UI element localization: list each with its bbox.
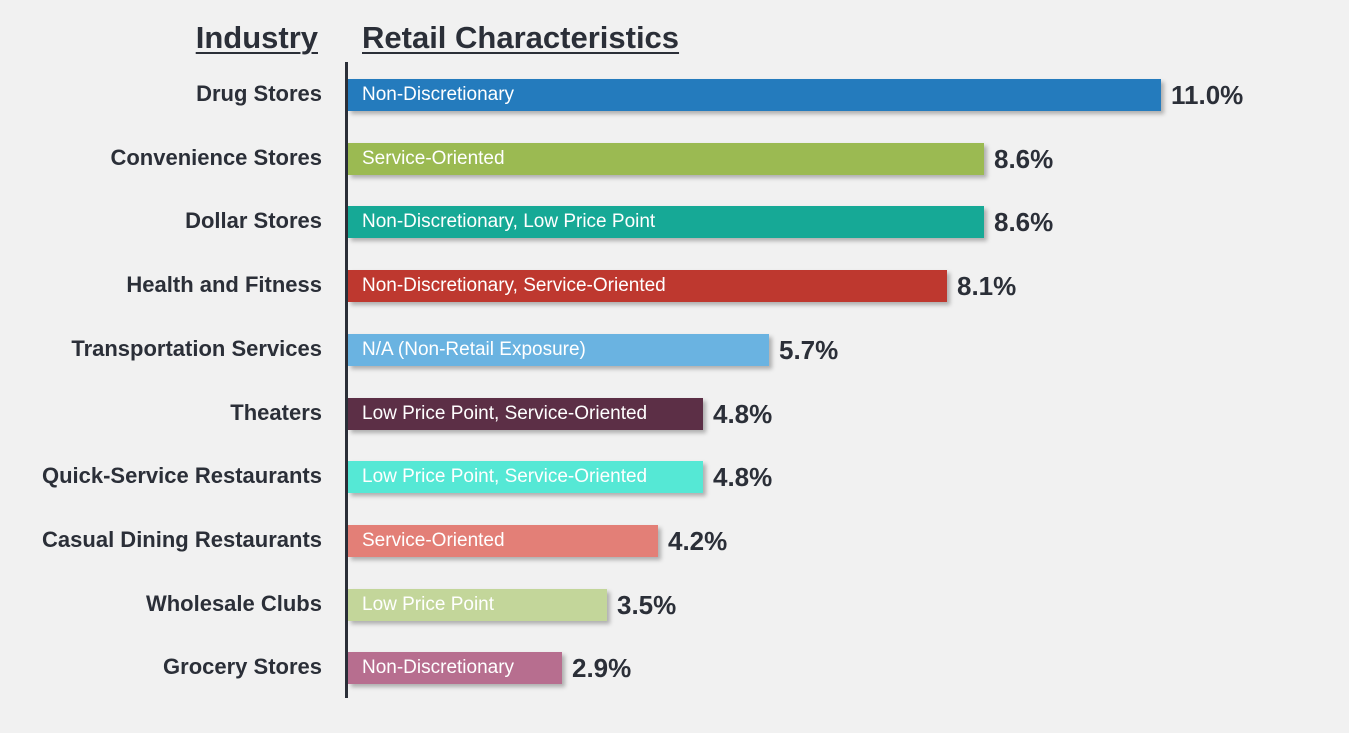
- value-label-transportation-services: 5.7%: [779, 335, 839, 365]
- category-label-dollar-stores: Dollar Stores: [185, 208, 322, 233]
- category-axis-line: [345, 62, 348, 698]
- value-label-quick-service-restaurants: 4.8%: [713, 462, 773, 492]
- category-label-transportation-services: Transportation Services: [71, 336, 322, 361]
- category-label-wholesale-clubs: Wholesale Clubs: [145, 591, 322, 616]
- value-label-convenience-stores: 8.6%: [994, 144, 1054, 174]
- category-label-quick-service-restaurants: Quick-Service Restaurants: [41, 463, 322, 488]
- bar-characteristic-label: N/A (Non-Retail Exposure): [362, 339, 586, 360]
- bar-dollar-stores: Non-Discretionary, Low Price Point: [348, 206, 984, 238]
- bar-grocery-stores: Non-Discretionary: [348, 652, 562, 684]
- bar-health-and-fitness: Non-Discretionary, Service-Oriented: [348, 270, 947, 302]
- bar-convenience-stores: Service-Oriented: [348, 143, 984, 175]
- bar-characteristic-label: Service-Oriented: [362, 148, 505, 169]
- industry-column-header: Industry: [195, 20, 318, 55]
- bar-wholesale-clubs: Low Price Point: [348, 589, 607, 621]
- category-label-casual-dining-restaurants: Casual Dining Restaurants: [42, 527, 322, 552]
- bar-characteristic-label: Low Price Point, Service-Oriented: [362, 403, 648, 424]
- bar-characteristic-label: Low Price Point, Service-Oriented: [362, 466, 648, 487]
- value-label-wholesale-clubs: 3.5%: [617, 590, 677, 620]
- bar-theaters: Low Price Point, Service-Oriented: [348, 398, 703, 430]
- bar-quick-service-restaurants: Low Price Point, Service-Oriented: [348, 461, 703, 493]
- value-label-dollar-stores: 8.6%: [994, 207, 1054, 237]
- bar-characteristic-label: Low Price Point: [362, 594, 495, 615]
- value-label-theaters: 4.8%: [713, 399, 773, 429]
- bar-characteristic-label: Non-Discretionary, Low Price Point: [362, 211, 656, 232]
- retail-characteristics-column-header: Retail Characteristics: [362, 20, 680, 55]
- bar-transportation-services: N/A (Non-Retail Exposure): [348, 334, 769, 366]
- bar-characteristic-label: Non-Discretionary: [362, 657, 515, 678]
- category-label-grocery-stores: Grocery Stores: [163, 654, 322, 679]
- bar-characteristic-label: Non-Discretionary: [362, 84, 515, 105]
- bar-casual-dining-restaurants: Service-Oriented: [348, 525, 658, 557]
- bar-characteristic-label: Service-Oriented: [362, 530, 505, 551]
- value-label-grocery-stores: 2.9%: [572, 653, 632, 683]
- category-label-health-and-fitness: Health and Fitness: [126, 272, 322, 297]
- bar-drug-stores: Non-Discretionary: [348, 79, 1161, 111]
- value-label-casual-dining-restaurants: 4.2%: [668, 526, 728, 556]
- value-label-health-and-fitness: 8.1%: [957, 271, 1017, 301]
- bar-characteristic-label: Non-Discretionary, Service-Oriented: [362, 275, 666, 296]
- category-label-drug-stores: Drug Stores: [196, 81, 322, 106]
- value-label-drug-stores: 11.0%: [1171, 80, 1244, 110]
- category-label-convenience-stores: Convenience Stores: [110, 145, 322, 170]
- category-label-theaters: Theaters: [230, 400, 322, 425]
